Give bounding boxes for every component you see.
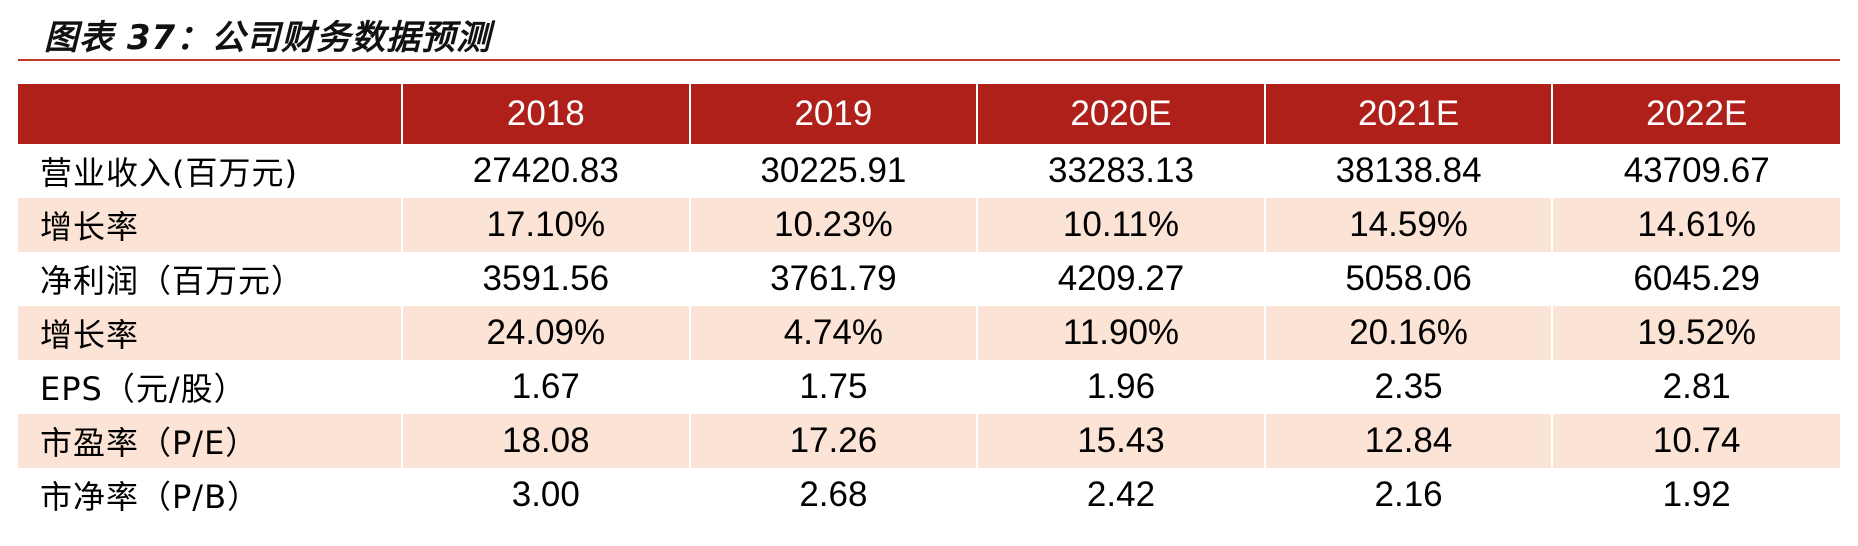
table-cell: 3.00 bbox=[402, 468, 691, 522]
header-cell-year: 2020E bbox=[977, 84, 1266, 144]
table-cell: 1.96 bbox=[977, 360, 1266, 414]
table-cell: 15.43 bbox=[977, 414, 1266, 468]
table-cell: 5058.06 bbox=[1264, 252, 1554, 306]
table-cell: 18.08 bbox=[402, 414, 691, 468]
table-cell: 3761.79 bbox=[689, 252, 979, 306]
table-cell: 11.90% bbox=[977, 306, 1266, 360]
table-cell: 10.23% bbox=[689, 198, 979, 252]
title-divider bbox=[18, 59, 1840, 61]
table-row-pb: 市净率（P/B） 3.00 2.68 2.42 2.16 1.92 bbox=[18, 468, 1840, 522]
table-cell: 10.74 bbox=[1552, 414, 1840, 468]
table-cell: 19.52% bbox=[1552, 306, 1840, 360]
table-cell: 12.84 bbox=[1264, 414, 1554, 468]
table-cell: 2.68 bbox=[689, 468, 979, 522]
table-cell: 24.09% bbox=[402, 306, 691, 360]
table-row-eps: EPS（元/股） 1.67 1.75 1.96 2.35 2.81 bbox=[18, 360, 1840, 414]
table-cell: 4209.27 bbox=[977, 252, 1266, 306]
table-cell: 33283.13 bbox=[977, 144, 1266, 198]
header-cell-year: 2022E bbox=[1552, 84, 1840, 144]
row-label: 营业收入(百万元) bbox=[18, 144, 403, 198]
row-label: 市盈率（P/E） bbox=[18, 414, 403, 468]
header-cell-year: 2018 bbox=[402, 84, 691, 144]
table-cell: 20.16% bbox=[1264, 306, 1554, 360]
header-cell-year: 2019 bbox=[689, 84, 979, 144]
figure-title: 图表 37：公司财务数据预测 bbox=[44, 18, 492, 58]
table-cell: 17.26 bbox=[689, 414, 979, 468]
table-cell: 17.10% bbox=[402, 198, 691, 252]
row-label: 增长率 bbox=[18, 306, 403, 360]
row-label: 市净率（P/B） bbox=[18, 468, 403, 522]
table-cell: 14.61% bbox=[1552, 198, 1840, 252]
table-cell: 2.35 bbox=[1264, 360, 1554, 414]
table-cell: 43709.67 bbox=[1552, 144, 1840, 198]
table-cell: 4.74% bbox=[689, 306, 979, 360]
financial-forecast-table: 2018 2019 2020E 2021E 2022E 营业收入(百万元) 27… bbox=[18, 84, 1840, 522]
table-cell: 1.75 bbox=[689, 360, 979, 414]
table-cell: 3591.56 bbox=[402, 252, 691, 306]
table-cell: 1.67 bbox=[402, 360, 691, 414]
table-cell: 2.16 bbox=[1264, 468, 1554, 522]
table-cell: 30225.91 bbox=[689, 144, 979, 198]
table-cell: 6045.29 bbox=[1552, 252, 1840, 306]
table-row-net-profit: 净利润（百万元） 3591.56 3761.79 4209.27 5058.06… bbox=[18, 252, 1840, 306]
table-cell: 10.11% bbox=[977, 198, 1266, 252]
table-row-revenue: 营业收入(百万元) 27420.83 30225.91 33283.13 381… bbox=[18, 144, 1840, 198]
table-row-profit-growth: 增长率 24.09% 4.74% 11.90% 20.16% 19.52% bbox=[18, 306, 1840, 360]
header-cell-label bbox=[18, 84, 403, 144]
row-label: 净利润（百万元） bbox=[18, 252, 403, 306]
header-cell-year: 2021E bbox=[1264, 84, 1554, 144]
table-cell: 1.92 bbox=[1552, 468, 1840, 522]
header-row: 2018 2019 2020E 2021E 2022E bbox=[18, 84, 1840, 144]
table-cell: 38138.84 bbox=[1264, 144, 1554, 198]
row-label: EPS（元/股） bbox=[18, 360, 403, 414]
table-cell: 27420.83 bbox=[402, 144, 691, 198]
row-label: 增长率 bbox=[18, 198, 403, 252]
table-row-revenue-growth: 增长率 17.10% 10.23% 10.11% 14.59% 14.61% bbox=[18, 198, 1840, 252]
table-cell: 2.42 bbox=[977, 468, 1266, 522]
table-cell: 2.81 bbox=[1552, 360, 1840, 414]
table-cell: 14.59% bbox=[1264, 198, 1554, 252]
table-row-pe: 市盈率（P/E） 18.08 17.26 15.43 12.84 10.74 bbox=[18, 414, 1840, 468]
